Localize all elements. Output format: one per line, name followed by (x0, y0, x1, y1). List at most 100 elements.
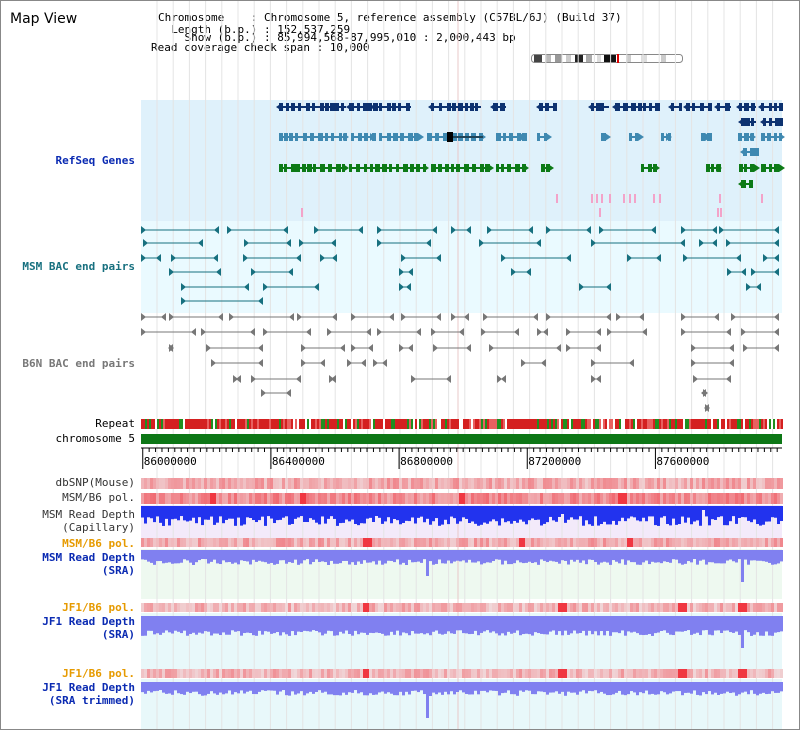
b6n-bac-pair-end (543, 328, 548, 336)
b6n-bac-pair-end (607, 328, 612, 336)
jf1-b6-pol-cell (663, 603, 666, 612)
repeat-segment (245, 419, 247, 429)
msm-b6-pol2-cell (576, 538, 579, 547)
jf1-depth-trim-bar (708, 682, 711, 692)
jf1-depth-sra-bar (495, 616, 498, 634)
msm-b6-pol2-cell (507, 538, 510, 547)
gene-arrow (779, 133, 785, 141)
jf1-b6-pol2-cell (165, 669, 168, 678)
msm-depth-sra-bar (189, 550, 192, 563)
repeat-segment (305, 419, 307, 429)
repeat-segment (331, 419, 333, 429)
msm-depth-sra-bar (780, 550, 783, 562)
dbsnp-cell (654, 478, 657, 489)
jf1-depth-trim-bar (777, 682, 780, 693)
dbsnp-cell (318, 478, 321, 489)
jf1-depth-trim-bar (192, 682, 195, 692)
repeat-segment (209, 419, 211, 429)
jf1-b6-pol2-cell (600, 669, 603, 678)
repeat-segment (641, 419, 643, 429)
msm-bac-pair-end (741, 268, 746, 276)
repeat-segment (175, 419, 177, 429)
msm-depth-sra-bar (366, 550, 369, 563)
repeat-segment (605, 419, 607, 429)
dbsnp-cell (468, 478, 471, 489)
jf1-depth-trim-bar (147, 682, 150, 691)
msm-b6-pol-cell (453, 493, 456, 504)
dbsnp-cell (264, 478, 267, 489)
msm-b6-pol-cell (426, 493, 429, 504)
jf1-depth-sra-bar (663, 616, 666, 631)
jf1-b6-pol2-cell (177, 669, 180, 678)
gene-exon (331, 133, 334, 141)
msm-depth-sra-bar (411, 550, 414, 563)
msm-depth-capillary-bar (648, 506, 651, 517)
msm-depth-capillary-bar (573, 506, 576, 520)
msm-depth-sra-bar (324, 550, 327, 563)
dbsnp-cell (729, 478, 732, 489)
msm-depth-sra-bar (765, 550, 768, 562)
repeat-segment (277, 419, 279, 429)
jf1-depth-trim-bar (732, 682, 735, 693)
repeat-segment (595, 419, 597, 429)
jf1-depth-sra-bar (678, 616, 681, 632)
msm-depth-capillary-bar (150, 506, 153, 519)
msm-b6-pol-cell (321, 493, 324, 504)
repeat-segment (207, 419, 209, 429)
msm-b6-pol2-cell (447, 538, 450, 547)
dbsnp-cell (447, 478, 450, 489)
msm-depth-sra-bar (423, 550, 426, 560)
msm-depth-capillary-bar (411, 506, 414, 518)
repeat-segment (373, 419, 375, 429)
jf1-b6-pol2-cell (537, 669, 540, 678)
msm-b6-pol-cell (759, 493, 762, 504)
jf1-b6-pol2-cell (738, 669, 741, 678)
repeat-segment (507, 419, 509, 429)
jf1-b6-pol-cell (201, 603, 204, 612)
msm-depth-sra-bar (414, 550, 417, 563)
jf1-depth-sra-bar (471, 616, 474, 634)
jf1-b6-pol2-cell (261, 669, 264, 678)
msm-b6-pol2-cell (240, 538, 243, 547)
repeat-segment (257, 419, 259, 429)
msm-b6-pol-cell (186, 493, 189, 504)
dbsnp-cell (315, 478, 318, 489)
dbsnp-cell (381, 478, 384, 489)
msm-depth-capillary-bar (456, 506, 459, 524)
msm-bac-features[interactable] (141, 226, 779, 305)
gene-exon (435, 133, 439, 141)
jf1-b6-pol-cell (759, 603, 762, 612)
repeat-segment (453, 419, 455, 429)
jf1-b6-pol-cell (420, 603, 423, 612)
msm-b6-pol-cell (735, 493, 738, 504)
gene-exon (706, 164, 710, 172)
repeat-label: Repeat (95, 417, 135, 430)
jf1-b6-pol2-cell (237, 669, 240, 678)
repeat-segment (437, 419, 439, 429)
jf1-b6-pol2-cell (768, 669, 771, 678)
repeat-segment (751, 419, 753, 429)
repeat-segment (547, 419, 549, 429)
b6n-bac-pair-end (261, 389, 266, 397)
jf1-depth-sra-bar (609, 616, 612, 636)
msm-b6-pol2-cell (414, 538, 417, 547)
b6n-bac-features[interactable] (141, 313, 779, 412)
msm-depth-capillary-bar (543, 506, 546, 524)
msm-depth-capillary-bar (603, 506, 606, 522)
repeat-segment (231, 419, 233, 429)
jf1-b6-pol-cell (285, 603, 288, 612)
msm-depth-sra-bar (489, 550, 492, 563)
msm-depth-capillary-bar (321, 506, 324, 517)
msm-b6-pol2-cell (330, 538, 333, 547)
gene-exon (515, 164, 520, 172)
jf1-depth-trim-bar (441, 682, 444, 695)
msm-depth-sra-bar (150, 550, 153, 563)
msm-depth-capillary-bar (342, 506, 345, 523)
msm-b6-pol2-cell (378, 538, 381, 547)
msm-depth-sra-bar (180, 550, 183, 563)
gene-exon (358, 133, 362, 141)
chromosome-ideogram[interactable] (531, 54, 683, 63)
gene-exon (501, 164, 504, 172)
refseq-gene-features[interactable] (276, 103, 785, 217)
